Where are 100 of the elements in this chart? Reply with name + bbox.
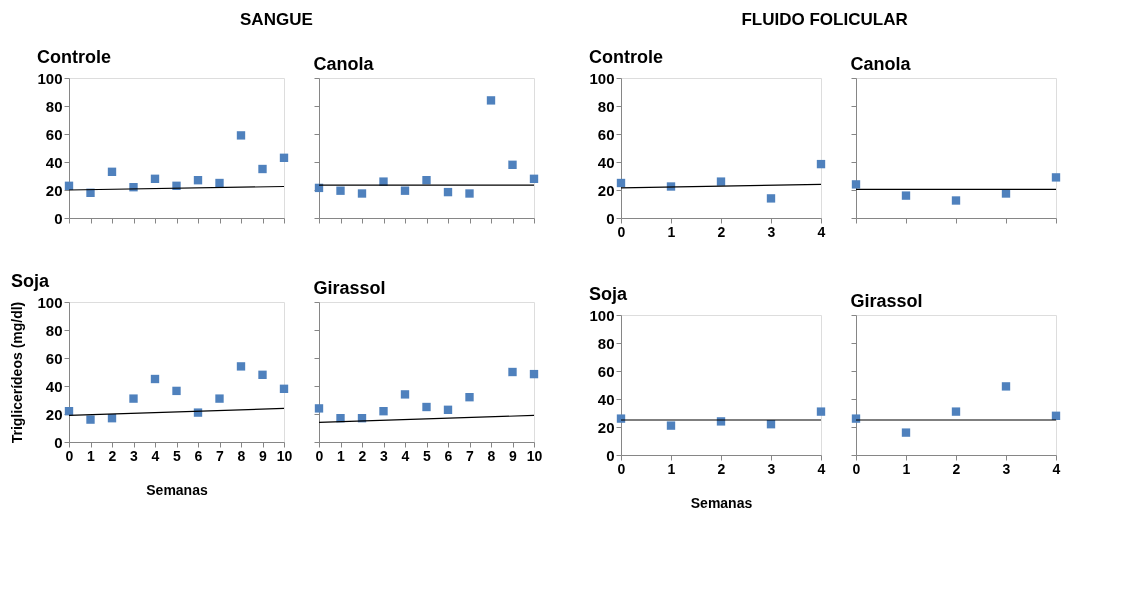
point (529, 369, 539, 379)
point (64, 407, 74, 416)
x-tick-label: 3 (767, 460, 776, 477)
point (1051, 173, 1061, 182)
point (129, 394, 138, 403)
point (465, 393, 474, 402)
x-tick-label: 1 (87, 447, 96, 464)
x-tick-label: 6 (444, 447, 453, 464)
y-tick-label: 0 (54, 433, 63, 451)
point (400, 186, 410, 195)
point (107, 167, 117, 176)
x-tick-label: 0 (65, 447, 74, 464)
point (951, 196, 961, 205)
x-tick-label: 8 (487, 447, 496, 464)
x-tick-label: 2 (717, 460, 726, 477)
x-tick-label: 9 (509, 447, 518, 464)
point (508, 160, 517, 169)
chart-title: Girassol (850, 290, 923, 311)
x-tick-label: 0 (617, 460, 626, 477)
chart-title: Soja (588, 284, 628, 304)
y-tick-label: 60 (45, 125, 63, 143)
y-tick-label: 40 (597, 390, 615, 408)
y-tick-label: 100 (589, 306, 615, 324)
point (150, 174, 160, 183)
point (422, 176, 431, 185)
point (236, 362, 246, 371)
chart-title: Canola (850, 53, 912, 74)
text: FLUIDO FOLICULAR (741, 9, 908, 29)
x-tick-label: 4 (401, 447, 410, 464)
point (279, 153, 289, 162)
x-tick-label: 5 (423, 447, 432, 464)
point (666, 421, 676, 430)
x-tick-label: 1 (667, 460, 676, 477)
x-tick-label: 3 (380, 447, 389, 464)
y-tick-label: 80 (597, 334, 615, 352)
point (766, 194, 776, 203)
point (422, 402, 431, 412)
x-tick-label: 0 (617, 223, 626, 240)
x-tick-label: 1 (667, 223, 676, 240)
point (258, 164, 267, 174)
point (716, 177, 726, 186)
point (150, 374, 160, 384)
x-tick-label: 9 (259, 447, 268, 464)
x-tick-label: 5 (173, 447, 182, 464)
y-tick-label: 40 (597, 153, 615, 171)
y-tick-label: 100 (37, 293, 63, 311)
x-tick-label: 3 (1002, 460, 1011, 477)
point (901, 428, 911, 437)
x-tick-label: 1 (902, 460, 911, 477)
point (901, 191, 911, 200)
point (816, 407, 826, 416)
point (236, 131, 246, 140)
point (279, 384, 289, 393)
point (86, 415, 95, 424)
y-tick-label: 100 (589, 69, 615, 87)
point (336, 186, 345, 195)
y-tick-label: 20 (45, 405, 63, 423)
y-tick-label: 0 (54, 209, 63, 227)
point (951, 407, 961, 416)
x-tick-label: 6 (194, 447, 203, 464)
y-tick-label: 20 (597, 181, 615, 199)
x-tick-label: 10 (276, 447, 293, 464)
point (465, 189, 474, 198)
x-axis-title: Semanas (146, 481, 208, 498)
x-tick-label: 3 (767, 223, 776, 240)
y-tick-label: 60 (597, 362, 615, 380)
point (529, 174, 539, 183)
y-tick-label: 20 (45, 181, 63, 199)
y-tick-label: 80 (45, 321, 63, 339)
x-tick-label: 4 (1052, 460, 1061, 477)
y-tick-label: 100 (37, 69, 63, 87)
point (508, 367, 517, 377)
text: SANGUE (240, 9, 313, 29)
y-tick-label: 80 (45, 97, 63, 115)
point (172, 386, 181, 396)
x-tick-label: 7 (216, 447, 225, 464)
y-tick-label: 80 (597, 97, 615, 115)
x-tick-label: 2 (108, 447, 117, 464)
x-tick-label: 2 (952, 460, 961, 477)
point (816, 159, 826, 169)
x-tick-label: 10 (526, 447, 543, 464)
x-tick-label: 0 (852, 460, 861, 477)
point (1001, 382, 1011, 391)
y-tick-label: 40 (45, 153, 63, 171)
point (314, 404, 324, 413)
chart-title: Canola (313, 53, 375, 74)
x-axis-title: Semanas (690, 494, 753, 511)
x-tick-label: 4 (151, 447, 160, 464)
y-tick-label: 20 (597, 418, 615, 436)
x-tick-label: 4 (817, 223, 826, 240)
point (193, 176, 203, 185)
chart-title: Controle (588, 47, 663, 67)
y-tick-label: 60 (597, 125, 615, 143)
point (443, 405, 453, 414)
point (486, 96, 496, 105)
point (443, 187, 453, 197)
x-tick-label: 1 (337, 447, 346, 464)
chart-title: Controle (36, 47, 111, 67)
x-tick-label: 0 (315, 447, 324, 464)
point (379, 407, 388, 416)
